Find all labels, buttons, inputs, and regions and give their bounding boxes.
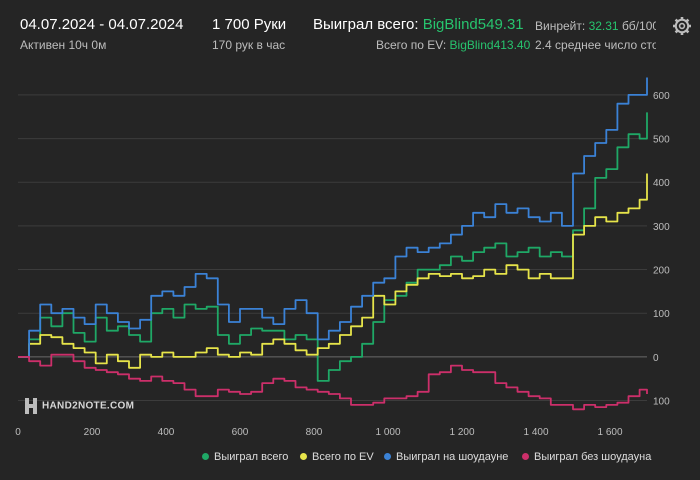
stats-header: 04.07.2024 - 04.07.2024 Активен 10ч 0м 1… xyxy=(0,0,700,60)
x-tick-label: 1 600 xyxy=(597,427,622,438)
total-won-label: Выиграл всего: xyxy=(313,16,419,33)
legend-marker xyxy=(300,452,307,460)
y-tick-label: 100 xyxy=(653,397,670,408)
date-range[interactable]: 04.07.2024 - 04.07.2024 xyxy=(20,16,184,33)
series-line-1 xyxy=(18,173,648,369)
legend-label: Всего по EV xyxy=(312,451,374,463)
legend-item-ev[interactable]: Всего по EV xyxy=(300,451,374,463)
series-line-2 xyxy=(18,77,648,358)
chart-legend: Выиграл всего Всего по EV Выиграл на шоу… xyxy=(0,451,700,469)
legend-item-won[interactable]: Выиграл всего xyxy=(202,451,288,463)
legend-item-showdown[interactable]: Выиграл на шоудауне xyxy=(384,451,508,463)
legend-marker xyxy=(202,452,209,460)
total-won-value: BigBlind549.31 xyxy=(422,16,524,33)
x-axis-ticks: 0 200 400 600 800 1 000 1 200 1 400 1 600 xyxy=(15,427,623,438)
hand2note-logo-icon xyxy=(25,398,37,414)
total-ev-label: Всего по EV: xyxy=(376,38,447,52)
y-tick-label: 200 xyxy=(653,266,670,277)
y-tick-label: 300 xyxy=(653,222,670,233)
winrate-unit: бб/100 xyxy=(621,19,656,33)
chart-series xyxy=(18,77,648,411)
winrate-value: 32.31 xyxy=(588,19,619,33)
legend-item-non-showdown[interactable]: Выиграл без шоудауна xyxy=(522,451,651,463)
legend-label: Выиграл всего xyxy=(214,451,289,463)
winrate-label: Винрейт: xyxy=(535,19,586,33)
total-ev-value: BigBlind413.40 xyxy=(449,38,531,52)
x-tick-label: 200 xyxy=(84,427,101,438)
total-ev: Всего по EV: BigBlind413.40 xyxy=(376,38,530,52)
hands-rate: 170 рук в час xyxy=(212,38,286,52)
x-tick-label: 1 200 xyxy=(449,427,474,438)
total-won: Выиграл всего: BigBlind549.31 xyxy=(313,16,524,33)
x-tick-label: 1 000 xyxy=(375,427,400,438)
winrate: Винрейт: 32.31 бб/100 xyxy=(535,19,656,33)
results-chart: 0 200 400 600 800 1 000 1 200 1 400 1 600 600 500… xyxy=(15,77,670,438)
hand2note-logo: HAND2NOTE.COM xyxy=(24,397,134,417)
y-tick-label: 500 xyxy=(653,135,670,146)
legend-label: Выиграл без шоудауна xyxy=(534,451,652,463)
y-tick-label: 600 xyxy=(653,91,670,102)
avg-tables: 2.4 среднее число стол xyxy=(535,38,656,52)
y-tick-label: 400 xyxy=(653,178,670,189)
x-tick-label: 1 400 xyxy=(523,427,548,438)
legend-marker xyxy=(522,452,529,460)
x-tick-label: 400 xyxy=(158,427,175,438)
y-tick-label: 100 xyxy=(653,309,670,320)
chart-grid xyxy=(18,94,647,402)
logo-text: HAND2NOTE.COM xyxy=(42,400,135,412)
legend-marker xyxy=(384,452,391,460)
x-tick-label: 0 xyxy=(15,427,21,438)
y-axis-ticks: 600 500 400 300 200 100 0 100 xyxy=(653,91,670,408)
x-tick-label: 800 xyxy=(306,427,323,438)
gear-icon[interactable] xyxy=(672,16,692,36)
series-line-0 xyxy=(18,112,648,382)
y-tick-label: 0 xyxy=(653,353,659,364)
legend-label: Выиграл на шоудауне xyxy=(396,451,509,463)
series-line-3 xyxy=(18,353,648,411)
x-tick-label: 600 xyxy=(232,427,249,438)
hands-count: 1 700 Руки xyxy=(212,16,287,33)
active-time: Активен 10ч 0м xyxy=(20,38,107,52)
